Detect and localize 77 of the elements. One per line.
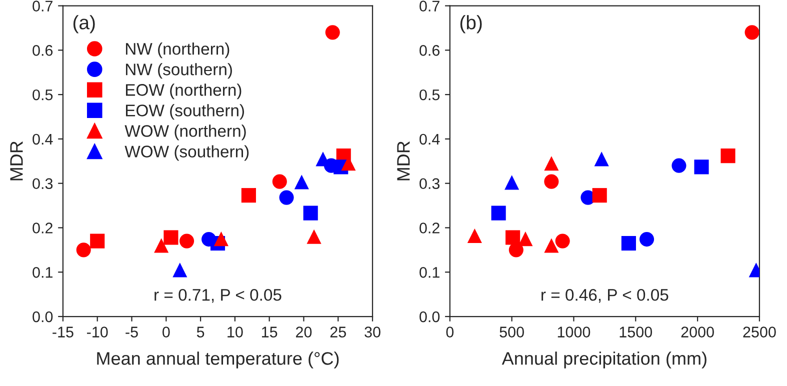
legend-label: EOW (southern) [126,104,244,120]
legend-label: NW (southern) [126,63,232,79]
y-tick-label: 0.5 [420,89,440,100]
point [621,236,636,251]
point [555,234,570,248]
x-tick-label: 1000 [558,326,590,338]
x-tick-label: -15 [52,326,74,338]
point [214,232,228,246]
point [694,160,709,174]
y-tick-label: 0.4 [420,134,440,145]
point [279,190,294,205]
point [506,230,520,245]
point [172,262,188,278]
point [154,238,169,253]
point [744,25,760,40]
point [303,206,318,220]
y-axis-title: MDR [397,141,410,180]
point [164,230,178,245]
x-axis-title: Mean annual temperature (°C) [97,352,339,368]
y-axis-title: MDR [10,141,23,180]
point [180,234,194,248]
x-tick-label: 1500 [620,326,652,338]
point [518,232,533,246]
y-tick-label: 0.0 [32,311,53,322]
point [467,228,482,244]
y-tick-label: 0.2 [32,222,52,234]
y-tick-label: 0.4 [32,134,53,145]
point [504,175,520,190]
point [639,232,654,247]
x-tick-label: 5 [196,326,204,338]
point [306,229,322,244]
x-tick-label: 0 [162,326,170,338]
point [544,238,559,253]
x-tick-label: 10 [228,326,243,338]
point [594,152,609,166]
y-tick-label: 0.1 [420,267,440,278]
x-tick-label: 20 [296,326,312,338]
annotation: r = 0.71, P < 0.05 [154,288,282,303]
x-tick-label: 25 [330,326,346,338]
y-tick-label: 0.0 [420,311,440,322]
x-tick-label: 0 [446,326,454,338]
x-tick-label: 15 [262,326,278,338]
legend-label: WOW (northern) [124,124,246,140]
point [720,148,736,164]
point [325,25,340,40]
annotation: r = 0.46, P < 0.05 [542,288,668,303]
x-tick-label: 500 [500,326,524,338]
y-tick-label: 0.2 [420,222,440,234]
legend-label: WOW (southern) [124,145,249,161]
legend-label: EOW (northern) [126,84,242,100]
point [90,234,105,248]
y-tick-label: 0.1 [32,267,52,278]
x-tick-label: 30 [364,326,380,338]
point [544,156,559,171]
y-tick-label: 0.7 [420,0,440,12]
point [672,158,686,173]
y-tick-label: 0.6 [32,45,53,56]
y-tick-label: 0.3 [32,178,53,190]
x-tick-label: 2500 [743,326,776,338]
point [544,174,559,189]
annotation: (a) [73,15,95,34]
x-tick-label: -10 [86,326,108,338]
y-tick-label: 0.7 [32,0,52,12]
annotation: (b) [460,15,482,34]
point [272,174,287,189]
point [491,206,506,220]
x-tick-label: -5 [126,326,138,338]
point [76,242,91,258]
point [592,188,607,203]
x-axis-title: Annual precipitation (mm) [502,352,706,368]
point [241,188,256,203]
point [294,174,309,190]
y-tick-label: 0.5 [32,89,53,100]
legend-label: NW (northern) [126,42,230,58]
x-tick-label: 2000 [681,326,714,338]
y-tick-label: 0.6 [420,45,440,56]
y-tick-label: 0.3 [420,178,440,190]
